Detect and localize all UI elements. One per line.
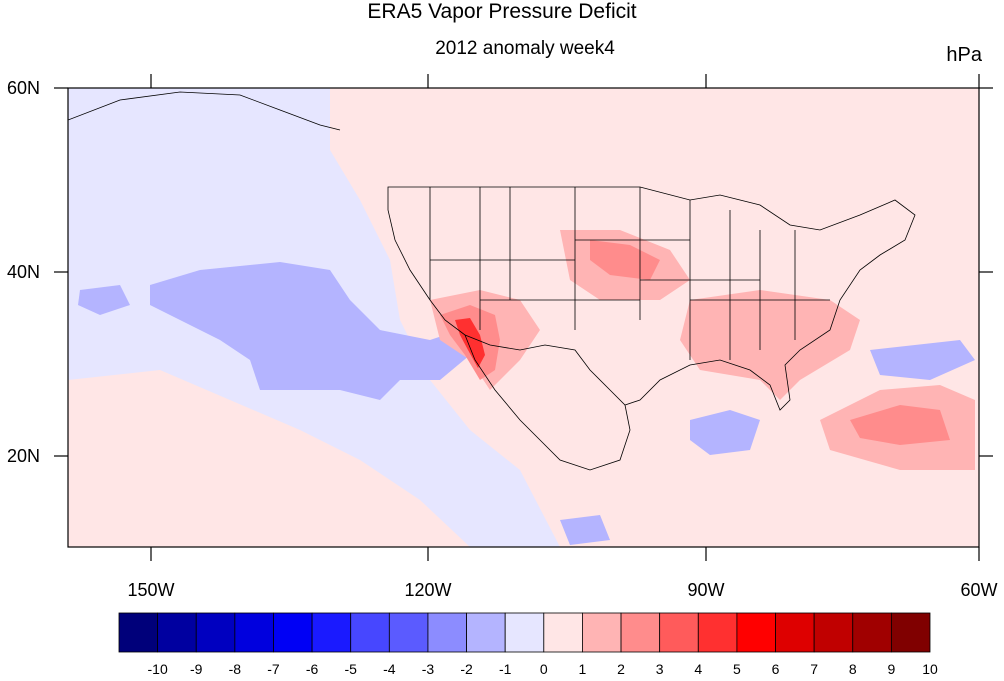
mexico-outline — [464, 334, 631, 471]
x-tick-label-1: 120W — [404, 580, 451, 600]
field-strong-positive-plains — [590, 240, 660, 280]
colorbar-labels: -10 -9 -8 -7 -6 -5 -4 -3 -2 -1 0 1 2 3 4 5 6 7 8 9 10 — [148, 661, 938, 677]
colorbar-label-20: 10 — [922, 661, 938, 677]
colorbar — [118, 612, 931, 653]
colorbar-box-16 — [736, 612, 776, 653]
colorbar-label-1: -9 — [190, 661, 203, 677]
colorbar-label-19: 9 — [887, 661, 895, 677]
colorbar-box-20 — [890, 612, 931, 653]
y-tick-label-2: 20N — [7, 446, 40, 466]
colorbar-box-7 — [388, 612, 429, 653]
colorbar-label-12: 2 — [617, 661, 625, 677]
chart-subtitle: 2012 anomaly week4 — [435, 38, 615, 59]
field-positive-region-south — [140, 450, 330, 530]
colorbar-box-3 — [234, 612, 274, 653]
colorbar-box-14 — [659, 612, 699, 653]
colorbar-box-1 — [157, 612, 197, 653]
map-ticks — [54, 74, 993, 561]
colorbar-box-12 — [582, 612, 622, 653]
chart-title: ERA5 Vapor Pressure Deficit — [367, 0, 637, 23]
x-tick-labels: 150W 120W 90W 60W — [127, 580, 997, 600]
x-tick-label-0: 150W — [127, 580, 174, 600]
colorbar-box-4 — [273, 612, 313, 653]
colorbar-box-13 — [620, 612, 661, 653]
us-border-outline — [387, 186, 916, 411]
map-field — [68, 88, 979, 547]
alaska-outline — [68, 91, 341, 131]
y-tick-labels: 60N 40N 20N — [7, 78, 40, 466]
colorbar-label-18: 8 — [849, 661, 857, 677]
colorbar-box-18 — [813, 612, 854, 653]
field-negative-region-atlantic — [870, 340, 975, 380]
colorbar-label-0: -10 — [148, 661, 168, 677]
colorbar-box-9 — [466, 612, 506, 653]
field-positive-region-southeast — [680, 290, 860, 400]
field-strong-positive-atlantic — [850, 405, 950, 445]
y-tick-label-0: 60N — [7, 78, 40, 98]
colorbar-label-6: -4 — [383, 661, 396, 677]
colorbar-label-15: 5 — [733, 661, 741, 677]
colorbar-box-15 — [697, 612, 738, 653]
field-negative-region-gulf — [690, 410, 760, 455]
field-positive-region — [330, 88, 979, 547]
colorbar-label-3: -7 — [267, 661, 280, 677]
colorbar-box-17 — [775, 612, 815, 653]
colorbar-label-2: -8 — [229, 661, 242, 677]
colorbar-label-14: 4 — [694, 661, 702, 677]
field-negative-region-caribbean — [560, 515, 610, 545]
colorbar-label-10: 0 — [540, 661, 548, 677]
map-frame — [67, 87, 980, 548]
y-tick-label-1: 40N — [7, 262, 40, 282]
field-negative-region-pacific — [150, 262, 470, 400]
x-tick-label-2: 90W — [687, 580, 724, 600]
state-lines — [429, 187, 830, 360]
colorbar-box-8 — [427, 612, 467, 653]
colorbar-box-10 — [504, 612, 545, 653]
colorbar-label-5: -5 — [344, 661, 357, 677]
colorbar-label-7: -3 — [422, 661, 435, 677]
colorbar-label-11: 1 — [579, 661, 587, 677]
x-tick-label-3: 60W — [960, 580, 997, 600]
colorbar-label-17: 7 — [810, 661, 818, 677]
colorbar-label-9: -1 — [499, 661, 512, 677]
colorbar-box-5 — [311, 612, 352, 653]
colorbar-label-8: -2 — [460, 661, 473, 677]
units-label: hPa — [946, 44, 982, 66]
colorbar-box-0 — [118, 612, 159, 653]
colorbar-label-16: 6 — [772, 661, 780, 677]
colorbar-label-4: -6 — [306, 661, 319, 677]
colorbar-box-19 — [852, 612, 892, 653]
colorbar-box-2 — [195, 612, 236, 653]
colorbar-box-6 — [350, 612, 390, 653]
colorbar-label-13: 3 — [656, 661, 664, 677]
field-negative-region-west — [78, 285, 130, 315]
field-max-positive-region — [455, 318, 485, 368]
map-outlines — [68, 91, 916, 471]
colorbar-box-11 — [543, 612, 583, 653]
